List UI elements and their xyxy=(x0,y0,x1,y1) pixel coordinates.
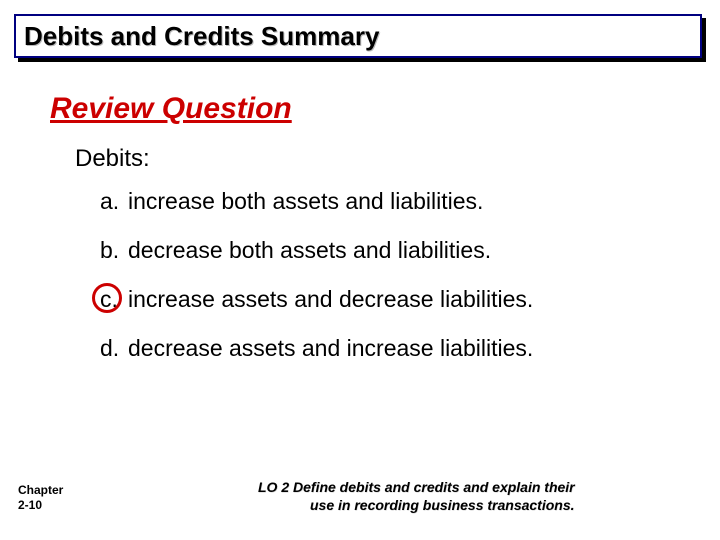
correct-answer-circle xyxy=(92,283,122,313)
option-text: decrease assets and increase liabilities… xyxy=(128,335,533,362)
review-question-heading: Review Question xyxy=(50,92,292,126)
lo-line2: use in recording business transactions. xyxy=(258,497,700,515)
question-prompt: Debits: xyxy=(75,145,150,173)
learning-objective-footer: LO 2 Define debits and credits and expla… xyxy=(258,479,700,514)
title-bar-front: Debits and Credits Summary xyxy=(14,14,702,58)
option-text: decrease both assets and liabilities. xyxy=(128,237,491,264)
option-d: d. decrease assets and increase liabilit… xyxy=(100,335,533,362)
options-list: a. increase both assets and liabilities.… xyxy=(100,188,533,384)
lo-line1: LO 2 Define debits and credits and expla… xyxy=(258,479,700,497)
option-letter: c. xyxy=(100,286,128,313)
option-text: increase assets and decrease liabilities… xyxy=(128,286,533,313)
slide-title: Debits and Credits Summary xyxy=(24,21,379,52)
chapter-label: Chapter xyxy=(18,483,63,497)
option-text: increase both assets and liabilities. xyxy=(128,188,483,215)
title-bar: Debits and Credits Summary xyxy=(14,14,706,60)
chapter-footer: Chapter 2-10 xyxy=(18,483,63,512)
option-a: a. increase both assets and liabilities. xyxy=(100,188,533,215)
chapter-number: 2-10 xyxy=(18,498,63,512)
option-c: c. increase assets and decrease liabilit… xyxy=(100,286,533,313)
option-letter: a. xyxy=(100,188,128,215)
option-letter: b. xyxy=(100,237,128,264)
option-b: b. decrease both assets and liabilities. xyxy=(100,237,533,264)
option-letter: d. xyxy=(100,335,128,362)
